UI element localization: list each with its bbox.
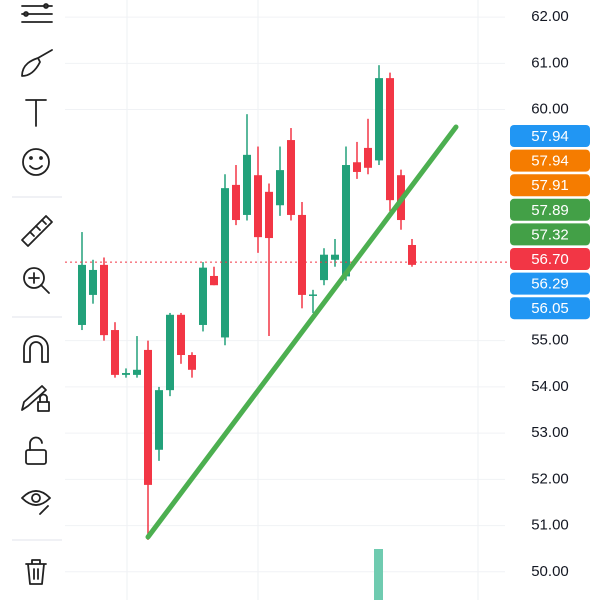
tool-text[interactable]	[25, 99, 47, 127]
price-tag	[510, 174, 590, 197]
candle-body	[166, 314, 174, 391]
tool-delete[interactable]	[25, 559, 47, 585]
candle-body	[243, 154, 251, 215]
candle-body	[386, 78, 394, 201]
candle-body	[133, 369, 141, 375]
price-tag-label: 57.94	[531, 128, 569, 145]
y-tick-label: 60.00	[531, 101, 569, 118]
y-tick-label: 52.00	[531, 470, 569, 487]
candle-body	[298, 214, 306, 295]
price-tag-label: 56.29	[531, 276, 569, 293]
tool-fib[interactable]	[21, 3, 53, 23]
candle-body	[408, 244, 416, 265]
candle-body	[177, 314, 185, 356]
price-tag	[510, 248, 590, 270]
y-tick-label: 53.00	[531, 424, 569, 441]
candle-body	[232, 184, 240, 221]
price-tag	[510, 125, 590, 147]
trend-line[interactable]	[145, 124, 459, 540]
y-tick-label: 61.00	[531, 54, 569, 71]
price-tag-label: 57.89	[531, 202, 569, 219]
y-tick-label: 62.00	[531, 8, 569, 25]
candle-body	[320, 254, 328, 281]
candle-body	[122, 373, 130, 375]
candle-body	[100, 264, 108, 336]
candle-body	[254, 175, 262, 238]
price-tag	[510, 272, 590, 295]
candle-body	[221, 188, 229, 338]
price-tag	[510, 198, 590, 221]
candle-body	[199, 267, 207, 325]
price-tag-label: 57.32	[531, 226, 569, 243]
candle-body	[331, 254, 339, 260]
candle-body	[353, 162, 361, 172]
tool-magnet[interactable]	[23, 335, 49, 363]
candle-body	[111, 330, 119, 375]
candle-body	[89, 269, 97, 295]
price-tag-label: 56.05	[531, 300, 569, 317]
candle-body	[276, 170, 284, 206]
y-tick-label: 51.00	[531, 517, 569, 534]
candle-body	[265, 191, 273, 239]
y-tick-label: 54.00	[531, 378, 569, 395]
y-tick-label: 50.00	[531, 563, 569, 580]
candle-body	[144, 349, 152, 485]
toolbar	[12, 3, 62, 585]
candle-body	[188, 355, 196, 370]
tool-brush[interactable]	[21, 49, 53, 77]
candle-body	[78, 264, 86, 325]
tool-unlock[interactable]	[25, 436, 47, 465]
candle-body	[364, 147, 372, 168]
candle-body	[287, 140, 295, 215]
tool-visibility[interactable]	[21, 490, 51, 515]
volume-bar	[374, 549, 383, 600]
candle-body	[342, 165, 350, 277]
vertical-grid	[126, 0, 479, 600]
candle-body	[309, 294, 317, 296]
price-tag	[510, 223, 590, 246]
tool-ruler[interactable]	[21, 215, 53, 247]
candle-body	[375, 78, 383, 161]
price-tag	[510, 149, 590, 172]
price-tag-label: 57.94	[531, 153, 569, 170]
tool-lock-drawing[interactable]	[21, 385, 50, 412]
price-axis: 62.00 61.00 60.00 55.00 54.00 53.00 52.00 51.00…	[510, 8, 590, 580]
candle-body	[210, 275, 218, 286]
price-tag-label: 56.70	[531, 251, 569, 268]
plot-area	[65, 16, 510, 573]
y-tick-label: 55.00	[531, 332, 569, 349]
candle-body	[155, 390, 163, 450]
price-tag	[510, 297, 590, 320]
tool-zoom[interactable]	[23, 267, 50, 294]
tool-emoji[interactable]	[22, 148, 50, 176]
price-tag-label: 57.91	[531, 177, 569, 194]
